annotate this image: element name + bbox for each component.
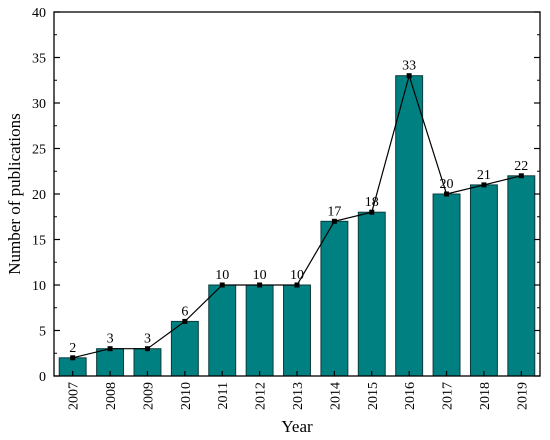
marker-2012: [257, 282, 263, 288]
y-axis-title: Number of publications: [5, 113, 24, 274]
y-tick-label: 15: [32, 234, 46, 249]
data-label-2011: 10: [215, 268, 229, 283]
y-tick-label: 40: [32, 6, 46, 21]
y-tick-label: 5: [39, 325, 46, 340]
x-tick-label-2017: 2017: [441, 382, 456, 410]
bar-2010: [170, 320, 199, 377]
bar-2019: [507, 175, 536, 377]
data-label-2009: 3: [144, 332, 151, 347]
data-label-2008: 3: [107, 332, 114, 347]
x-tick-label-2015: 2015: [366, 382, 381, 410]
line-layer: [70, 73, 524, 361]
x-tick-label-2008: 2008: [104, 382, 119, 410]
marker-2008: [107, 346, 113, 352]
data-label-2014: 17: [327, 204, 341, 219]
bar-2018: [469, 184, 498, 377]
marker-2010: [182, 318, 188, 324]
data-label-2017: 20: [440, 177, 454, 192]
data-label-2015: 18: [365, 195, 379, 210]
marker-2018: [481, 182, 487, 188]
y-tick-label: 30: [32, 97, 46, 112]
marker-2015: [369, 209, 375, 215]
bar-2013: [283, 284, 311, 377]
x-tick-label-2019: 2019: [515, 382, 530, 410]
marker-2011: [219, 282, 225, 288]
x-tick-label-2014: 2014: [328, 382, 343, 410]
data-label-2019: 22: [514, 159, 528, 174]
marker-2009: [144, 346, 150, 352]
bar-2012: [245, 284, 274, 377]
bar-2017: [432, 193, 461, 377]
y-tick-label: 0: [39, 370, 46, 385]
marker-2007: [70, 355, 76, 361]
marker-2013: [294, 282, 300, 288]
marker-2017: [444, 191, 450, 197]
bar-2011: [208, 284, 237, 377]
y-tick-label: 35: [32, 52, 46, 67]
x-tick-label-2018: 2018: [478, 382, 493, 410]
data-label-2013: 10: [290, 268, 304, 283]
marker-2019: [518, 173, 524, 179]
x-tick-label-2007: 2007: [67, 382, 82, 410]
bar-2016: [395, 75, 424, 377]
x-tick-label-2013: 2013: [291, 382, 306, 410]
y-tick-label: 25: [32, 143, 46, 158]
x-tick-label-2009: 2009: [141, 382, 156, 410]
data-label-2007: 2: [69, 341, 76, 356]
data-label-2012: 10: [253, 268, 267, 283]
bar-2015: [357, 211, 386, 377]
marker-2016: [406, 73, 412, 79]
y-tick-label: 20: [32, 188, 46, 203]
x-tick-label-2012: 2012: [254, 382, 269, 410]
x-tick-label-2016: 2016: [403, 382, 418, 410]
data-label-2018: 21: [477, 168, 491, 183]
y-tick-label: 10: [32, 279, 46, 294]
bars-layer: [58, 75, 536, 377]
x-tick-label-2010: 2010: [179, 382, 194, 410]
marker-2014: [331, 218, 337, 224]
data-label-2010: 6: [181, 304, 188, 319]
x-axis-title: Year: [281, 417, 313, 436]
bar-2014: [320, 220, 349, 377]
data-label-2016: 33: [402, 59, 416, 74]
x-tick-label-2011: 2011: [216, 382, 231, 409]
